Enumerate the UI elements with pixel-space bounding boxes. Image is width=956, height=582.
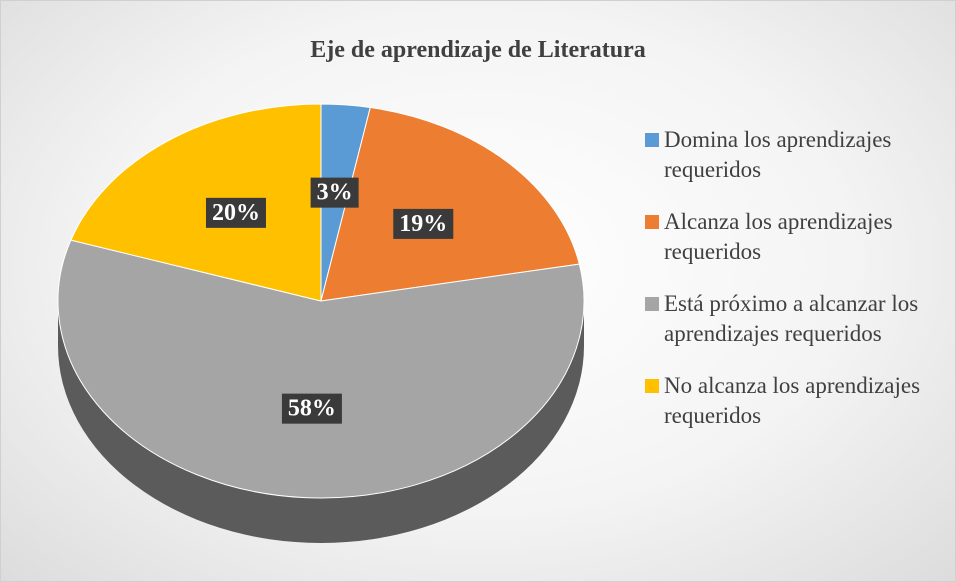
chart-title: Eje de aprendizaje de Literatura	[310, 37, 646, 63]
legend-entry: Está próximo a alcanzar los aprendizajes…	[645, 289, 945, 349]
legend-entry: Domina los aprendizajes requeridos	[645, 125, 945, 185]
data-label-box	[310, 177, 359, 208]
legend-entry: No alcanza los aprendizajes requeridos	[645, 371, 945, 431]
data-label: 19%	[399, 211, 447, 237]
slice	[320, 106, 580, 302]
legend-entry: Alcanza los aprendizajes requeridos	[645, 207, 945, 267]
slice-side	[58, 301, 584, 543]
data-label: 3%	[317, 180, 353, 206]
data-label-group: 19%	[393, 208, 454, 239]
legend-label: No alcanza los aprendizajes requeridos	[664, 373, 921, 428]
legend-label: Domina los aprendizajes requeridos	[664, 127, 892, 182]
data-label-box	[393, 208, 454, 239]
slice	[57, 239, 585, 499]
data-label-box	[205, 197, 266, 228]
data-label-group: 3%	[310, 177, 359, 208]
data-label: 20%	[212, 200, 260, 226]
data-label-group: 20%	[205, 197, 266, 228]
legend-swatch	[645, 297, 659, 311]
data-label: 58%	[288, 396, 336, 422]
legend-label: Alcanza los aprendizajes requeridos	[664, 209, 893, 264]
legend-label: Está próximo a alcanzar los aprendizajes…	[664, 291, 919, 346]
data-label-group: 58%	[281, 393, 342, 424]
legend-swatch	[645, 379, 659, 393]
legend: Domina los aprendizajes requeridos Alcanz…	[645, 125, 945, 453]
legend-swatch	[645, 215, 659, 229]
slice	[70, 103, 322, 302]
data-label-box	[281, 393, 342, 424]
legend-swatch	[645, 133, 659, 147]
